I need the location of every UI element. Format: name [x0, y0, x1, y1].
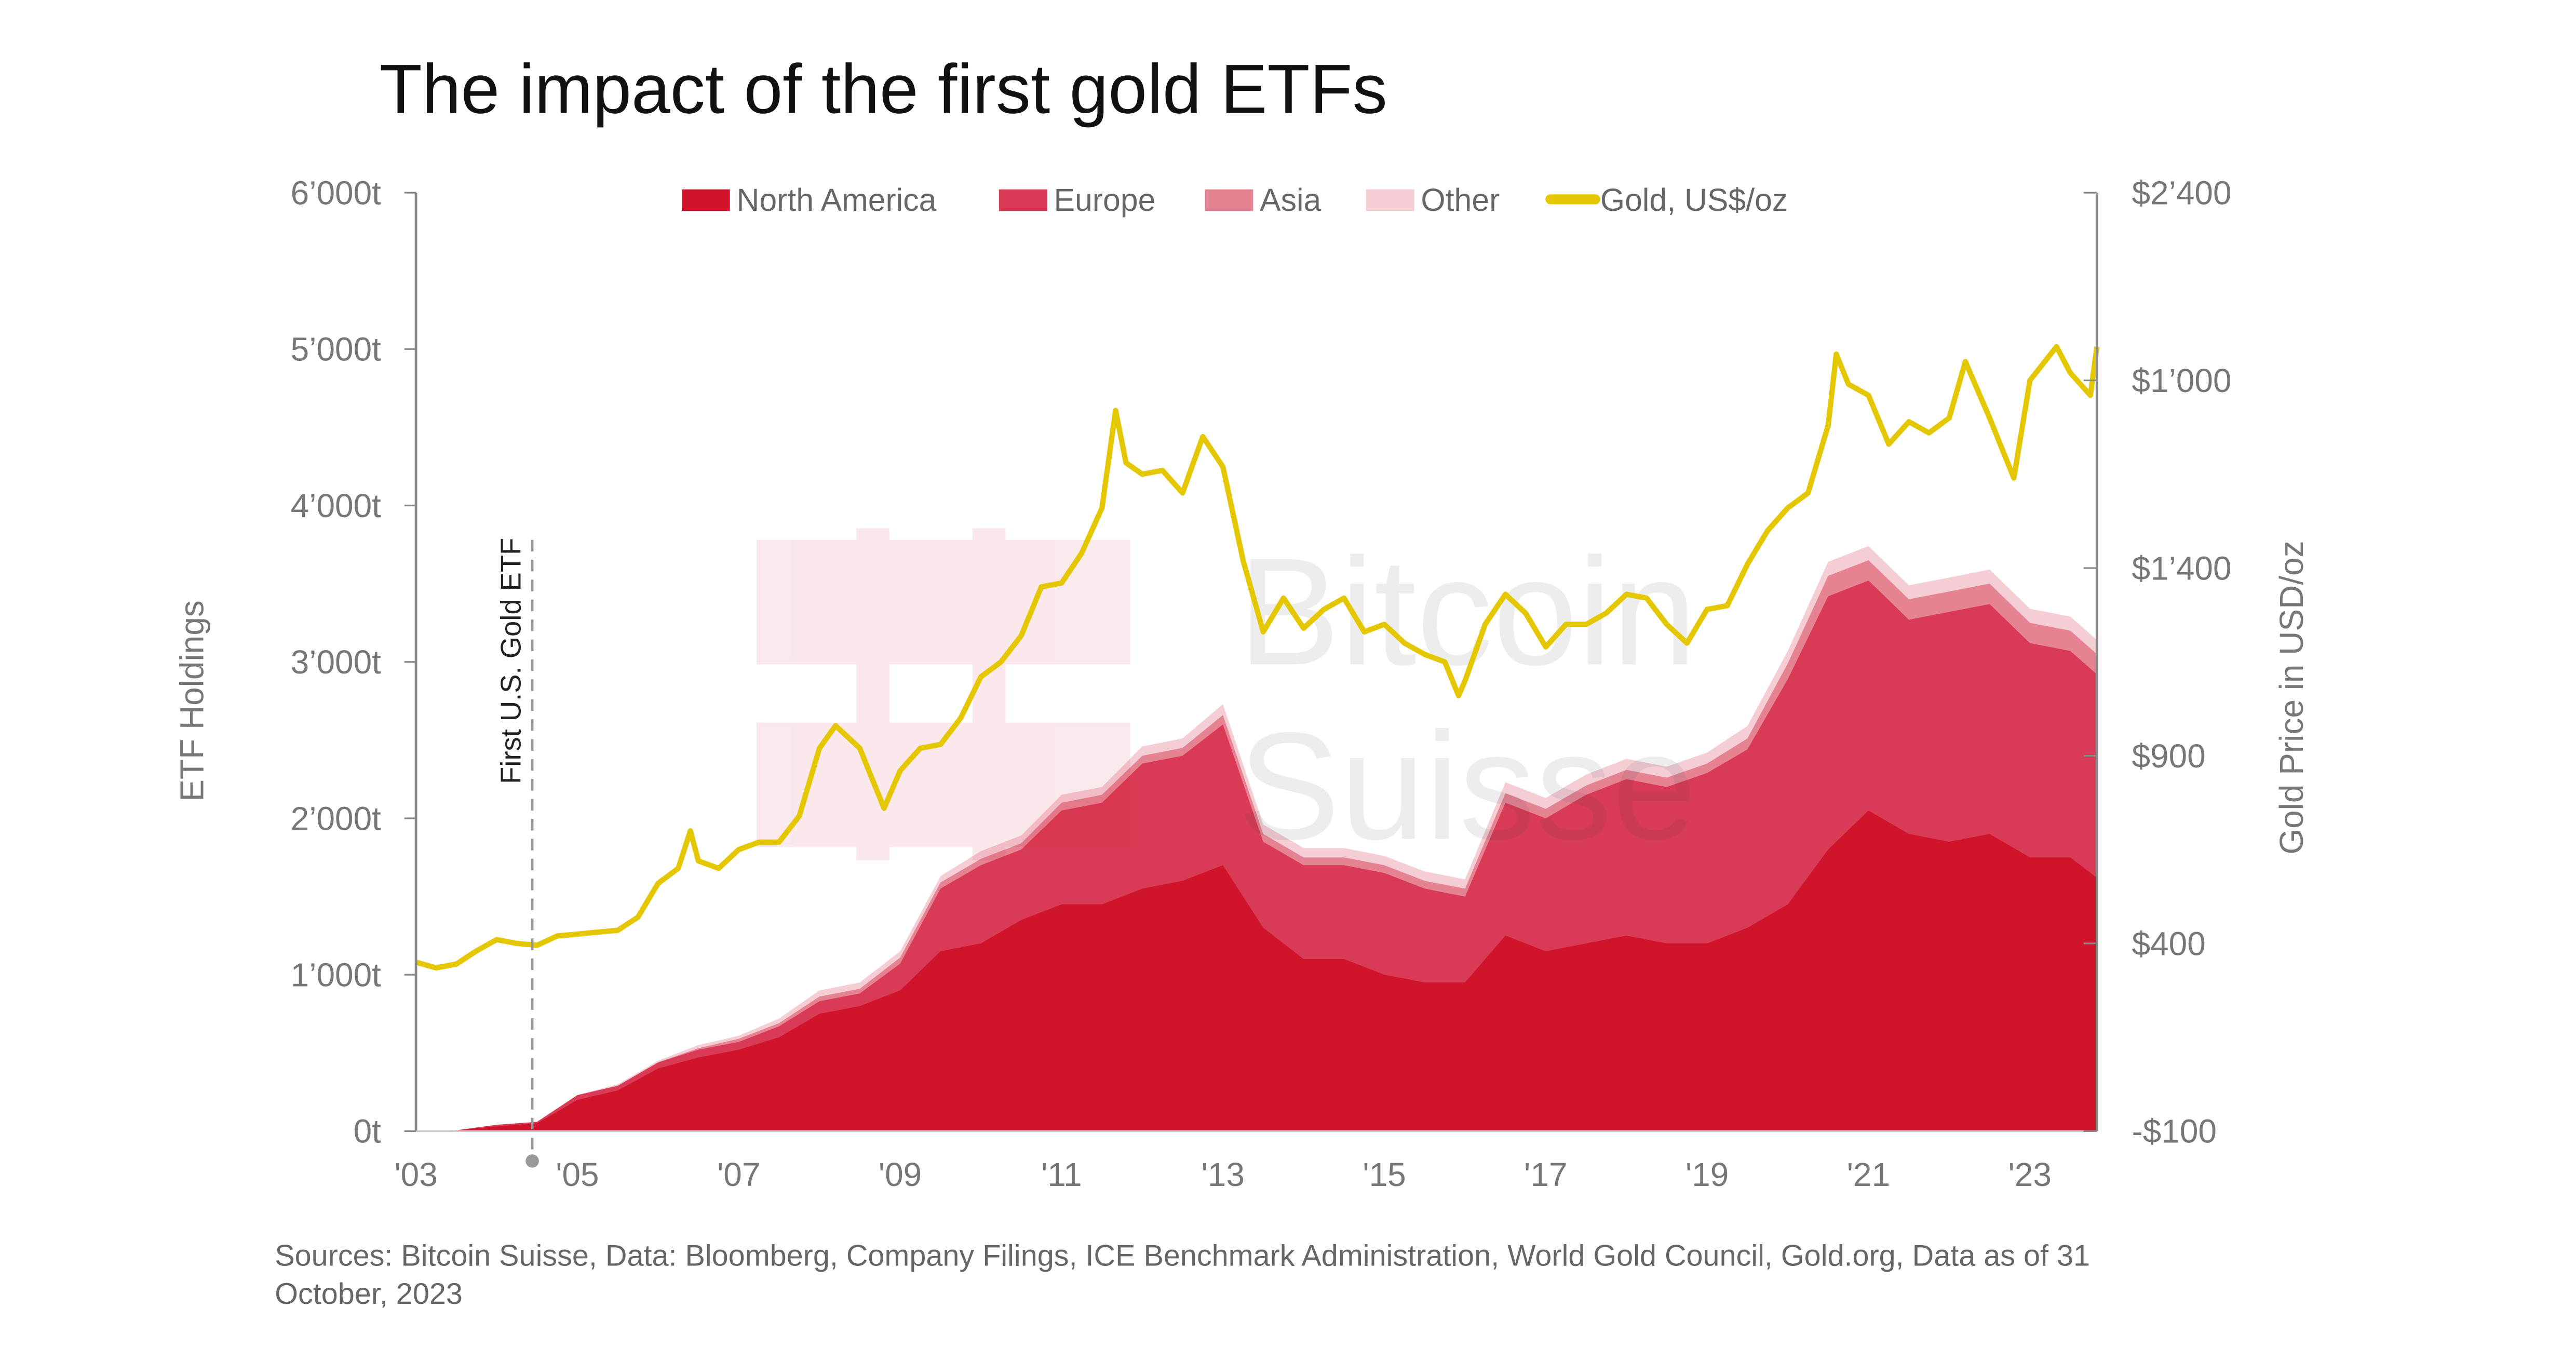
left-tick-label: 2’000t — [291, 800, 382, 837]
x-tick-label: '23 — [2008, 1156, 2052, 1193]
x-tick-label: '15 — [1363, 1156, 1406, 1193]
x-tick-label: '21 — [1847, 1156, 1890, 1193]
gold-price-line — [415, 344, 2100, 971]
left-tick-label: 4’000t — [291, 487, 382, 524]
left-tick-label: 5’000t — [291, 331, 382, 368]
right-tick-label: -$100 — [2132, 1113, 2217, 1150]
right-tick-label: $900 — [2132, 737, 2205, 775]
first-etf-marker-dot — [525, 1154, 539, 1168]
legend-label-north-america: North America — [737, 182, 937, 218]
x-tick-label: '03 — [394, 1156, 437, 1193]
left-tick-label: 6’000t — [291, 174, 382, 211]
x-tick-label: '17 — [1524, 1156, 1567, 1193]
legend-swatch-north-america — [681, 189, 730, 211]
x-tick-label: '11 — [1041, 1156, 1082, 1193]
legend-swatch-other — [1366, 189, 1414, 211]
svg-text:Suisse: Suisse — [1238, 701, 1697, 871]
left-tick-label: 3’000t — [291, 643, 382, 681]
left-axis-label: ETF Holdings — [173, 600, 211, 802]
right-tick-label: $1’400 — [2132, 549, 2231, 587]
legend-label-asia: Asia — [1260, 182, 1321, 218]
legend-label-other: Other — [1421, 182, 1500, 218]
right-axis-ticks: -$100 $400 $900 $1’400 $1’000 $2’400 — [2083, 174, 2232, 1150]
right-axis-label: Gold Price in USD/oz — [2273, 541, 2310, 854]
sources-line-2: October, 2023 — [275, 1277, 463, 1311]
x-axis-ticks: '03 '05 '07 '09 '11 '13 '15 '17 '19 '21 '23 — [394, 1156, 2052, 1193]
legend: North America Europe Asia Other Gold, US… — [681, 182, 1788, 218]
x-tick-label: '09 — [879, 1156, 922, 1193]
legend-swatch-asia — [1205, 189, 1253, 211]
legend-swatch-europe — [999, 189, 1047, 211]
left-tick-label: 1’000t — [291, 956, 382, 994]
legend-label-gold: Gold, US$/oz — [1600, 182, 1788, 218]
watermark-logo: Bitcoin Suisse — [756, 527, 1697, 871]
x-tick-label: '05 — [556, 1156, 599, 1193]
x-tick-label: '13 — [1202, 1156, 1245, 1193]
stacked-areas — [416, 546, 2097, 1131]
right-tick-label: $1’000 — [2132, 362, 2231, 399]
right-tick-label: $400 — [2132, 925, 2205, 962]
legend-label-europe: Europe — [1054, 182, 1155, 218]
x-tick-label: '19 — [1685, 1156, 1729, 1193]
x-tick-label: '07 — [717, 1156, 760, 1193]
sources-line-1: Sources: Bitcoin Suisse, Data: Bloomberg… — [275, 1239, 2090, 1272]
left-tick-label: 0t — [354, 1113, 382, 1150]
chart-title: The impact of the first gold ETFs — [380, 50, 1387, 128]
area-north-america — [416, 811, 2097, 1131]
left-axis-ticks: 0t 1’000t 2’000t 3’000t 4’000t 5’000t 6’000t — [291, 174, 416, 1150]
first-etf-annotation: First U.S. Gold ETF — [495, 538, 527, 784]
right-tick-label: $2’400 — [2132, 174, 2231, 211]
